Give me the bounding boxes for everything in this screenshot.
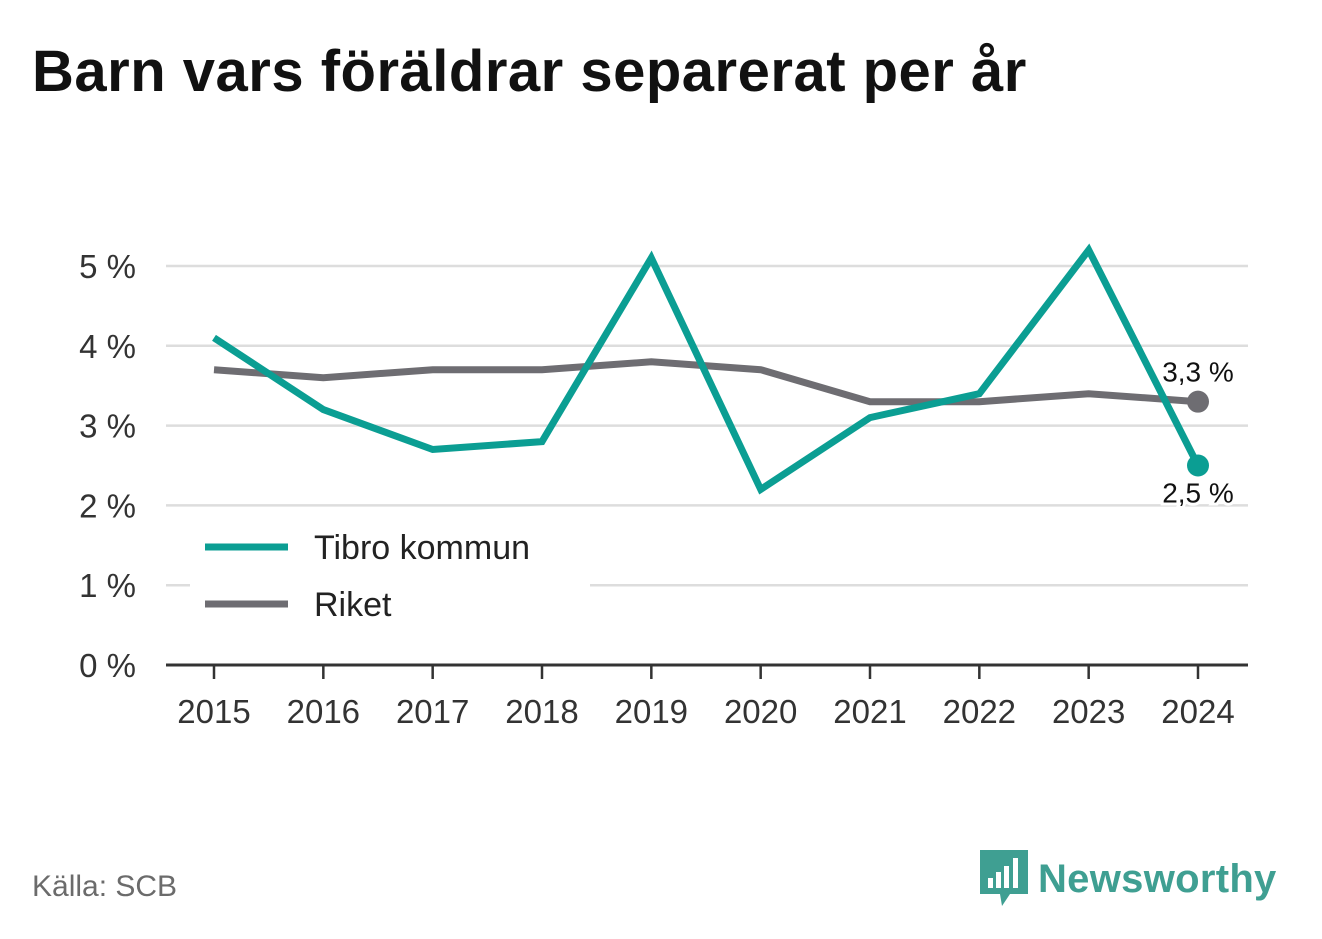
x-tick-label: 2023 bbox=[1052, 693, 1125, 730]
x-tick-label: 2022 bbox=[943, 693, 1016, 730]
x-tick-label: 2018 bbox=[505, 693, 578, 730]
y-tick-label: 4 % bbox=[79, 328, 136, 365]
end-point bbox=[1187, 454, 1209, 477]
legend-label: Tibro kommun bbox=[314, 529, 530, 567]
chart-title: Barn vars föräldrar separerat per år bbox=[32, 39, 1027, 104]
x-tick-label: 2017 bbox=[396, 693, 469, 730]
x-tick-label: 2016 bbox=[287, 693, 360, 730]
legend-label: Riket bbox=[314, 586, 392, 624]
legend: Tibro kommun Riket bbox=[190, 520, 590, 630]
x-tick-label: 2020 bbox=[724, 693, 797, 730]
x-tick-label: 2015 bbox=[177, 693, 250, 730]
brand-name: Newsworthy bbox=[1038, 856, 1277, 901]
brand-logo: Newsworthy bbox=[980, 850, 1277, 908]
end-labels: 2,5 % 3,3 % bbox=[1159, 354, 1237, 512]
y-axis-tick-labels: 0 % 1 % 2 % 3 % 4 % 5 % bbox=[79, 248, 136, 684]
source-note: Källa: SCB bbox=[32, 870, 178, 903]
bar-chart-speech-icon bbox=[980, 850, 1028, 906]
series-lines bbox=[212, 243, 1209, 495]
end-label: 3,3 % bbox=[1162, 357, 1234, 388]
end-point bbox=[1187, 390, 1209, 413]
series-line bbox=[212, 243, 1202, 495]
legend-background bbox=[190, 520, 590, 630]
y-tick-label: 3 % bbox=[79, 408, 136, 445]
x-tick-label: 2019 bbox=[615, 693, 688, 730]
x-tick-label: 2024 bbox=[1161, 693, 1234, 730]
x-axis: 2015 2016 2017 2018 2019 2020 2021 2022 2023 2024 bbox=[166, 663, 1248, 730]
y-tick-label: 5 % bbox=[79, 248, 136, 285]
end-label: 2,5 % bbox=[1162, 478, 1234, 509]
x-tick-label: 2021 bbox=[833, 693, 906, 730]
y-tick-label: 1 % bbox=[79, 567, 136, 604]
y-tick-label: 0 % bbox=[79, 647, 136, 684]
y-tick-label: 2 % bbox=[79, 487, 136, 524]
